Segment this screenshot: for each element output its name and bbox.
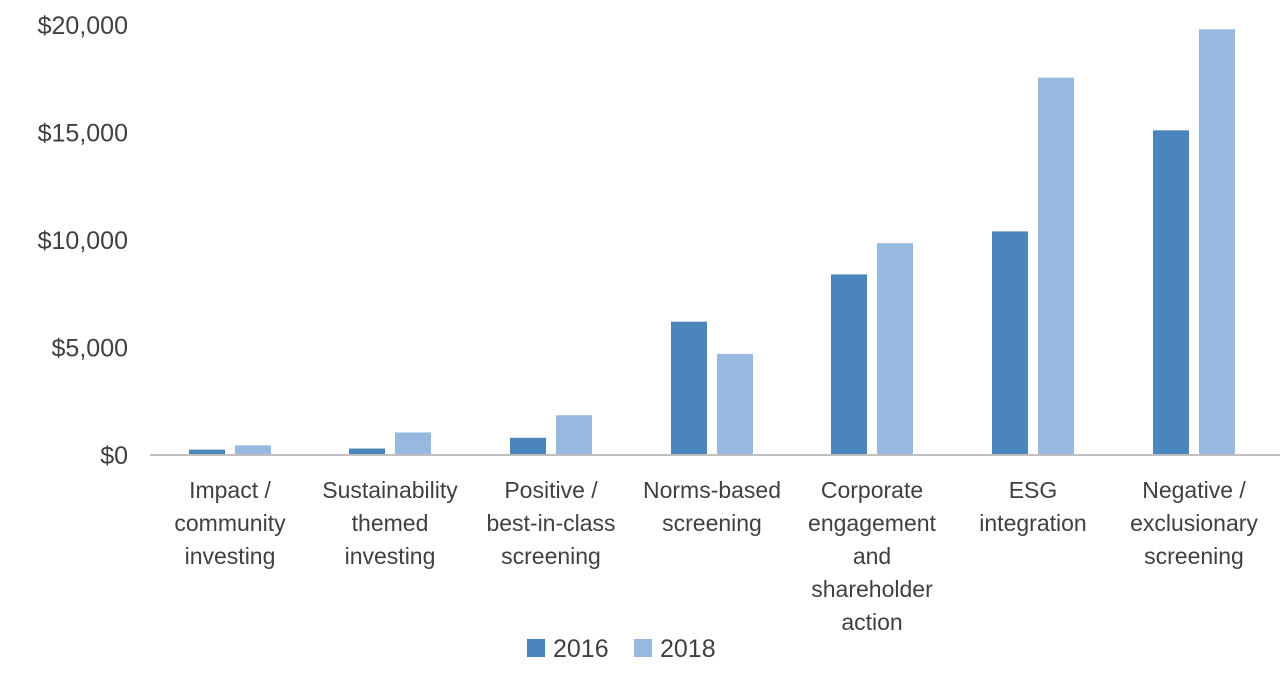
- category-label-line: engagement: [808, 510, 936, 536]
- bar-2018-3: [717, 353, 753, 455]
- legend-label-2018: 2018: [660, 635, 716, 663]
- category-label-line: ESG: [1009, 477, 1058, 503]
- y-tick-label: $20,000: [38, 12, 128, 40]
- category-label-line: best-in-class: [486, 510, 615, 536]
- category-label-line: Impact /: [189, 477, 271, 503]
- category-label-line: investing: [185, 543, 276, 569]
- y-axis: $0 $5,000 $10,000 $15,000 $20,000: [38, 12, 128, 470]
- legend-label-2016: 2016: [553, 635, 609, 663]
- category-label-line: shareholder: [811, 576, 933, 602]
- category-label-line: community: [174, 510, 286, 536]
- bar-2016-5: [992, 231, 1028, 455]
- category-label-line: Negative /: [1142, 477, 1246, 503]
- category-label-line: action: [841, 609, 902, 635]
- category-label-line: screening: [1144, 543, 1244, 569]
- category-label-line: Corporate: [821, 477, 923, 503]
- legend-swatch-2018: [634, 639, 652, 657]
- bar-2016-4: [831, 274, 867, 455]
- category-label-line: and: [853, 543, 891, 569]
- x-axis-labels: Impact / community investingSustainability…: [174, 477, 1258, 635]
- bar-2016-0: [189, 449, 225, 455]
- category-label-line: screening: [662, 510, 762, 536]
- bar-2016-2: [510, 437, 546, 455]
- category-label: Positive / best-in-class screening: [486, 477, 615, 569]
- y-tick-label: $10,000: [38, 227, 128, 255]
- category-label: Impact / community investing: [174, 477, 286, 569]
- bar-2016-3: [671, 321, 707, 455]
- bar-2018-6: [1199, 29, 1235, 456]
- category-label: Sustainability themed investing: [322, 477, 458, 569]
- category-label: ESG integration: [979, 477, 1086, 536]
- category-label: Corporate engagement and shareholder action: [808, 477, 936, 635]
- category-label-line: themed: [352, 510, 429, 536]
- y-tick-label: $0: [100, 442, 128, 470]
- category-label-line: screening: [501, 543, 601, 569]
- bar-2018-5: [1038, 77, 1074, 456]
- legend: 2016 2018: [527, 635, 716, 663]
- category-label: Norms-based screening: [643, 477, 781, 536]
- bar-2016-6: [1153, 130, 1189, 455]
- category-label-line: integration: [979, 510, 1086, 536]
- bar-2016-1: [349, 448, 385, 455]
- y-tick-label: $5,000: [52, 335, 128, 363]
- bar-2018-4: [877, 243, 913, 455]
- category-label-line: exclusionary: [1130, 510, 1258, 536]
- category-label-line: Positive /: [504, 477, 598, 503]
- legend-swatch-2016: [527, 639, 545, 657]
- category-label: Negative / exclusionary screening: [1130, 477, 1258, 569]
- bar-2018-0: [235, 445, 271, 455]
- bar-2018-2: [556, 415, 592, 455]
- category-label-line: investing: [345, 543, 436, 569]
- bars: [189, 29, 1235, 456]
- y-tick-label: $15,000: [38, 120, 128, 148]
- category-label-line: Norms-based: [643, 477, 781, 503]
- category-label-line: Sustainability: [322, 477, 458, 503]
- bar-2018-1: [395, 432, 431, 455]
